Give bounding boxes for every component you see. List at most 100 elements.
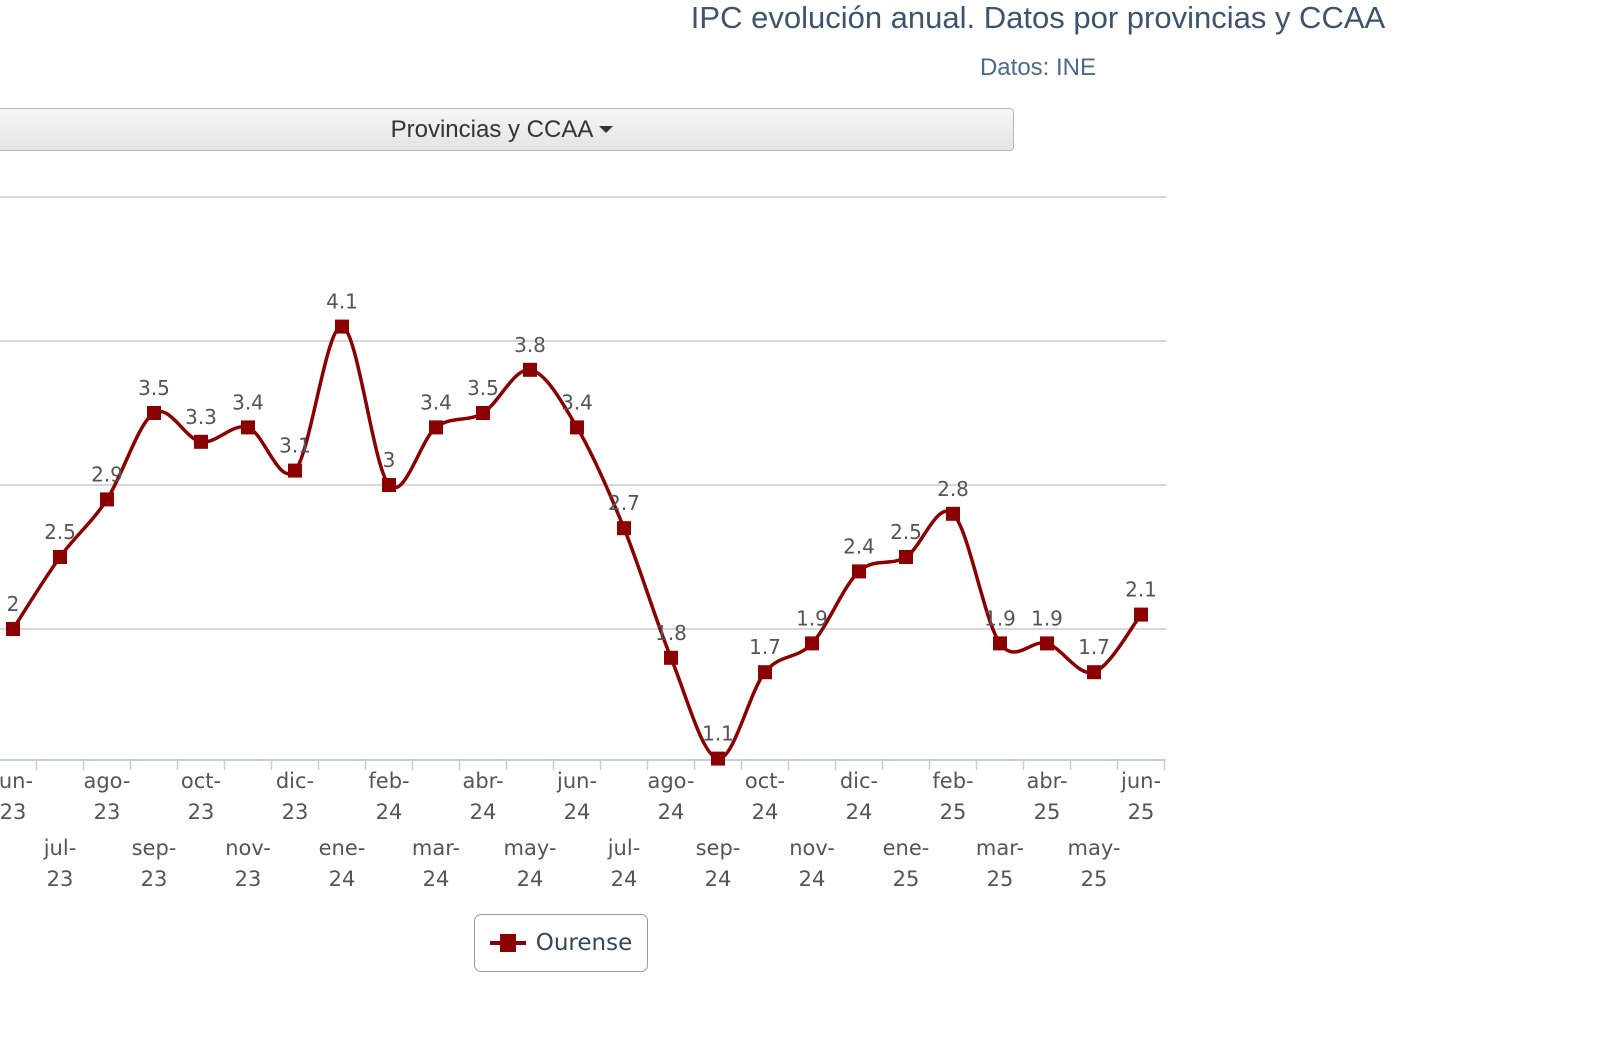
data-point-marker [570,420,584,435]
data-label: 1.7 [749,635,781,659]
x-tick-label: ago- [647,769,694,793]
data-point-marker [758,665,772,680]
x-tick-label: sep- [132,836,177,860]
data-point-marker [1040,636,1054,651]
chart-subtitle: Datos: INE [979,54,1097,81]
x-tick-label: nov- [225,836,271,860]
dropdown-label: Provincias y CCAA [390,115,594,143]
data-point-marker [664,650,678,665]
data-point-marker [6,622,20,636]
chart-title: IPC evolución anual. Datos por provincia… [690,0,1386,35]
data-point-marker [1134,607,1148,622]
x-tick-label: 24 [611,867,638,891]
legend-label: Ourense [535,930,633,956]
data-point-marker [241,420,255,435]
x-tick-label: jul- [43,836,77,860]
data-label: 3.4 [420,390,452,414]
data-label: 1.7 [1078,635,1110,659]
x-tick-label: mar- [412,836,460,860]
x-tick-label: oct- [745,769,785,793]
x-tick-label: ago- [83,769,130,793]
data-label: 3.5 [138,376,170,400]
series-marker-icon [489,934,526,952]
x-tick-label: 25 [1034,800,1061,824]
data-point-marker [194,434,208,449]
x-tick-label: may- [504,836,557,860]
data-label: 1.9 [1031,606,1063,630]
x-tick-label: 25 [987,867,1014,891]
x-tick-label: 24 [658,800,685,824]
x-tick-label: feb- [368,769,409,793]
x-tick-label: 24 [470,800,497,824]
data-point-marker [852,564,866,579]
data-label: 3 [383,448,396,472]
data-label: 1.9 [984,606,1016,630]
data-point-marker [382,478,396,492]
data-point-marker [899,550,913,564]
x-tick-label: mar- [976,836,1024,860]
x-tick-label: oct- [181,769,221,793]
x-tick-label: 24 [752,800,779,824]
data-label: 1.1 [702,722,734,746]
x-tick-label: 25 [893,867,920,891]
data-point-marker [805,636,819,651]
x-tick-label: nov- [789,836,835,860]
data-label: 3.8 [514,333,546,357]
data-label: 3.1 [279,434,311,458]
x-tick-label: ene- [883,836,930,860]
x-tick-label: abr- [1026,769,1067,793]
data-point-marker [429,420,443,435]
data-point-marker [53,550,67,564]
x-tick-label: 23 [141,867,168,891]
x-tick-label: feb- [932,769,973,793]
x-tick-label: jun- [556,769,597,793]
data-label: 2 [7,592,20,616]
x-tick-label: 24 [846,800,873,824]
x-tick-label: dic- [840,769,878,793]
data-point-marker [335,319,349,334]
data-label: 2.9 [91,462,123,486]
data-label: 3.3 [185,405,217,429]
x-tick-label: 24 [376,800,403,824]
caret-down-icon [599,126,614,133]
data-point-marker [617,521,631,536]
x-tick-label: sep- [696,836,741,860]
data-point-marker [523,362,537,377]
data-point-marker [1087,665,1101,680]
data-point-marker [100,492,114,507]
data-point-marker [476,406,490,420]
data-label: 4.1 [326,290,358,314]
data-label: 2.1 [1125,578,1157,602]
data-label: 1.8 [655,621,687,645]
x-tick-label: 25 [1128,800,1155,824]
data-label: 3.4 [561,390,593,414]
data-label: 3.5 [467,376,499,400]
x-tick-label: 23 [282,800,309,824]
data-point-marker [993,636,1007,651]
x-tick-label: dic- [276,769,314,793]
x-tick-label: may- [1068,836,1121,860]
data-label: 3.4 [232,390,264,414]
x-tick-label: 23 [47,867,74,891]
data-point-marker [288,463,302,478]
data-point-marker [946,506,960,521]
x-tick-label: jun- [1120,769,1161,793]
x-tick-label: 23 [235,867,262,891]
data-label: 2.5 [44,520,76,544]
region-dropdown-button[interactable]: Provincias y CCAA [0,108,1014,151]
x-tick-label: 24 [705,867,732,891]
data-label: 2.8 [937,477,969,501]
x-tick-label: 24 [423,867,450,891]
x-tick-label: 23 [188,800,215,824]
data-label: 2.4 [843,534,875,558]
data-label: 1.9 [796,606,828,630]
x-tick-label: 23 [94,800,121,824]
x-tick-label: 24 [329,867,356,891]
x-tick-label: ene- [319,836,366,860]
x-tick-label: jun- [0,769,33,793]
data-label: 2.7 [608,491,640,515]
x-tick-label: 24 [517,867,544,891]
legend-item-ourense[interactable]: Ourense [474,914,648,972]
x-tick-label: 25 [940,800,967,824]
data-label: 2.5 [890,520,922,544]
